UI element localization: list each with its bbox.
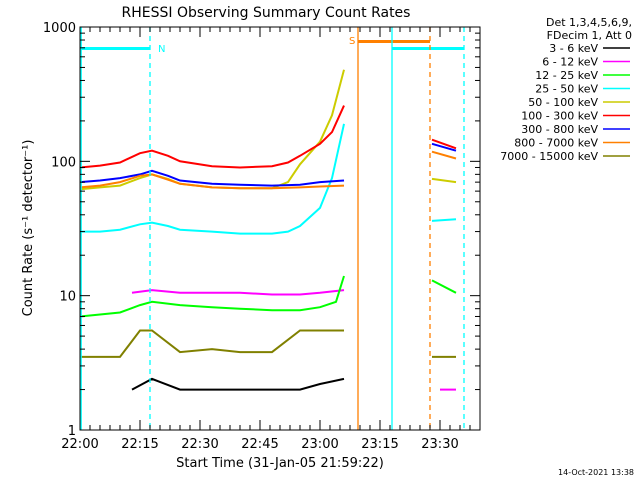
y-axis: 1 10 100 1000 bbox=[43, 21, 480, 439]
x-tick-label: 22:00 bbox=[61, 437, 98, 452]
legend-header-line-2: FDecim 1, Att 0 bbox=[547, 29, 632, 42]
x-axis-label: Start Time (31-Jan-05 21:59:22) bbox=[176, 456, 384, 471]
y-tick-label: 1000 bbox=[43, 21, 76, 36]
series-group bbox=[79, 69, 457, 391]
x-tick-label: 23:30 bbox=[421, 437, 458, 452]
footer-date: 14-Oct-2021 13:38 bbox=[558, 468, 634, 477]
series-line-1 bbox=[131, 289, 345, 296]
legend-label: 3 - 6 keV bbox=[549, 42, 598, 55]
legend-label: 12 - 25 keV bbox=[535, 69, 598, 82]
series-line-2 bbox=[431, 279, 457, 294]
plot-frame bbox=[79, 26, 481, 431]
series-line-3 bbox=[80, 123, 345, 235]
series-line-2 bbox=[79, 275, 345, 318]
x-tick-label: 22:15 bbox=[121, 437, 158, 452]
chart-title: RHESSI Observing Summary Count Rates bbox=[122, 5, 411, 21]
y-tick-label: 1 bbox=[68, 424, 76, 439]
legend-label: 50 - 100 keV bbox=[528, 96, 598, 109]
series-line-7 bbox=[79, 173, 345, 190]
x-tick-label: 23:15 bbox=[361, 437, 398, 452]
y-tick-label: 10 bbox=[59, 290, 76, 305]
legend-label: 800 - 7000 keV bbox=[514, 137, 598, 150]
legend: Det 1,3,4,5,6,9, FDecim 1, Att 0 3 - 6 k… bbox=[500, 16, 632, 163]
x-tick-label: 22:30 bbox=[181, 437, 218, 452]
night-bar bbox=[80, 47, 150, 50]
legend-label: 100 - 300 keV bbox=[521, 110, 598, 123]
instrument-state-bars bbox=[80, 40, 464, 50]
night-bar bbox=[392, 47, 464, 50]
series-line-4 bbox=[431, 177, 457, 184]
series-line-3 bbox=[431, 218, 457, 222]
series-line-6 bbox=[431, 142, 457, 152]
y-tick-label: 100 bbox=[51, 155, 76, 170]
series-line-4 bbox=[79, 69, 345, 191]
legend-label: 6 - 12 keV bbox=[542, 56, 598, 69]
x-tick-label: 23:00 bbox=[301, 437, 338, 452]
x-tick-label: 22:45 bbox=[241, 437, 278, 452]
state-markers: NS bbox=[80, 27, 465, 430]
series-line-6 bbox=[79, 169, 345, 187]
saa-marker-label: S bbox=[349, 36, 355, 47]
saa-bar bbox=[358, 40, 430, 43]
x-axis: 22:00 22:15 22:30 22:45 23:00 23:15 23:30 bbox=[61, 27, 481, 452]
series-line-7 bbox=[431, 150, 457, 160]
series-line-8 bbox=[80, 329, 344, 358]
series-line-5 bbox=[431, 138, 457, 150]
legend-label: 300 - 800 keV bbox=[521, 123, 598, 136]
series-line-5 bbox=[79, 105, 345, 169]
y-axis-label: Count Rate (s⁻¹ detector⁻¹) bbox=[21, 140, 36, 317]
legend-label: 25 - 50 keV bbox=[535, 83, 598, 96]
legend-label: 7000 - 15000 keV bbox=[500, 150, 598, 163]
night-marker-label: N bbox=[158, 44, 165, 55]
legend-header-line-1: Det 1,3,4,5,6,9, bbox=[546, 16, 632, 29]
series-line-0 bbox=[131, 377, 345, 391]
